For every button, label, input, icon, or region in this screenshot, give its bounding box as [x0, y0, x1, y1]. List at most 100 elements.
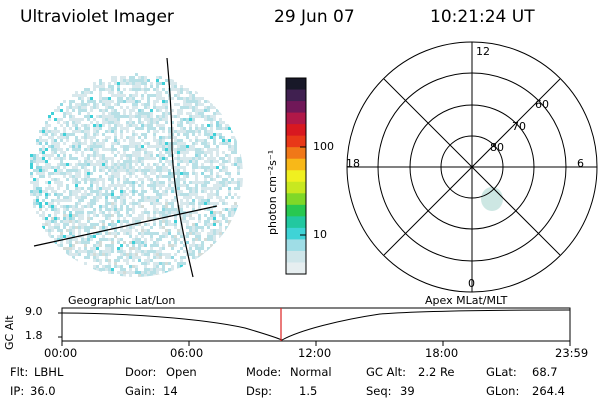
disk-pixel [162, 169, 165, 172]
disk-pixel [129, 256, 132, 259]
disk-pixel [198, 181, 201, 184]
disk-pixel [87, 157, 90, 160]
disk-pixel [123, 139, 126, 142]
disk-pixel [96, 265, 99, 268]
disk-pixel [90, 181, 93, 184]
disk-pixel [114, 139, 117, 142]
disk-pixel [81, 100, 84, 103]
disk-pixel [57, 121, 60, 124]
disk-pixel [126, 97, 129, 100]
disk-pixel [135, 175, 138, 178]
disk-pixel [183, 184, 186, 187]
disk-pixel [132, 238, 135, 241]
disk-pixel [165, 106, 168, 109]
disk-pixel [192, 205, 195, 208]
disk-pixel [63, 163, 66, 166]
disk-pixel [183, 169, 186, 172]
disk-pixel [69, 193, 72, 196]
disk-pixel [102, 163, 105, 166]
disk-pixel [222, 217, 225, 220]
disk-pixel [84, 181, 87, 184]
disk-pixel [93, 208, 96, 211]
disk-pixel [174, 136, 177, 139]
disk-pixel [45, 139, 48, 142]
disk-pixel [123, 76, 126, 79]
disk-pixel [162, 268, 165, 271]
disk-pixel [132, 181, 135, 184]
disk-pixel [90, 187, 93, 190]
disk-pixel [231, 163, 234, 166]
disk-pixel [201, 139, 204, 142]
disk-pixel [51, 178, 54, 181]
disk-pixel [240, 184, 243, 187]
disk-pixel [192, 118, 195, 121]
disk-pixel [63, 154, 66, 157]
disk-pixel [180, 91, 183, 94]
disk-pixel [87, 226, 90, 229]
disk-pixel [30, 190, 33, 193]
disk-pixel [78, 247, 81, 250]
disk-pixel [81, 217, 84, 220]
disk-pixel [111, 106, 114, 109]
disk-pixel [186, 133, 189, 136]
disk-pixel [189, 214, 192, 217]
disk-pixel [81, 97, 84, 100]
disk-pixel [102, 88, 105, 91]
disk-pixel [162, 130, 165, 133]
disk-pixel [66, 223, 69, 226]
disk-pixel [60, 151, 63, 154]
ip-label: IP: [10, 384, 25, 398]
disk-pixel [159, 193, 162, 196]
disk-pixel [117, 265, 120, 268]
disk-pixel [102, 226, 105, 229]
disk-pixel [186, 202, 189, 205]
disk-pixel [207, 133, 210, 136]
disk-pixel [60, 235, 63, 238]
disk-pixel [222, 127, 225, 130]
disk-pixel [45, 133, 48, 136]
disk-pixel [30, 160, 33, 163]
disk-pixel [138, 121, 141, 124]
disk-pixel [237, 205, 240, 208]
disk-pixel [81, 208, 84, 211]
disk-pixel [198, 253, 201, 256]
disk-pixel [135, 190, 138, 193]
disk-pixel [108, 166, 111, 169]
timeline-axis-label: GC Alt [3, 315, 16, 350]
disk-pixel [210, 172, 213, 175]
disk-pixel [192, 229, 195, 232]
disk-pixel [54, 133, 57, 136]
disk-pixel [156, 268, 159, 271]
disk-pixel [126, 205, 129, 208]
disk-pixel [93, 124, 96, 127]
disk-pixel [48, 154, 51, 157]
disk-pixel [198, 133, 201, 136]
disk-pixel [141, 139, 144, 142]
disk-pixel [183, 148, 186, 151]
disk-pixel [69, 175, 72, 178]
disk-pixel [45, 187, 48, 190]
disk-pixel [78, 187, 81, 190]
disk-pixel [66, 241, 69, 244]
disk-pixel [180, 202, 183, 205]
disk-pixel [108, 262, 111, 265]
disk-pixel [99, 238, 102, 241]
disk-pixel [90, 97, 93, 100]
disk-pixel [69, 100, 72, 103]
disk-pixel [63, 175, 66, 178]
disk-pixel [111, 166, 114, 169]
disk-pixel [57, 223, 60, 226]
disk-pixel [198, 238, 201, 241]
disk-pixel [192, 232, 195, 235]
disk-pixel [162, 265, 165, 268]
disk-pixel [207, 130, 210, 133]
disk-pixel [150, 181, 153, 184]
disk-pixel [135, 124, 138, 127]
disk-pixel [165, 115, 168, 118]
disk-pixel [48, 181, 51, 184]
disk-pixel [138, 85, 141, 88]
disk-pixel [171, 79, 174, 82]
disk-pixel [153, 223, 156, 226]
disk-pixel [135, 82, 138, 85]
disk-pixel [72, 226, 75, 229]
